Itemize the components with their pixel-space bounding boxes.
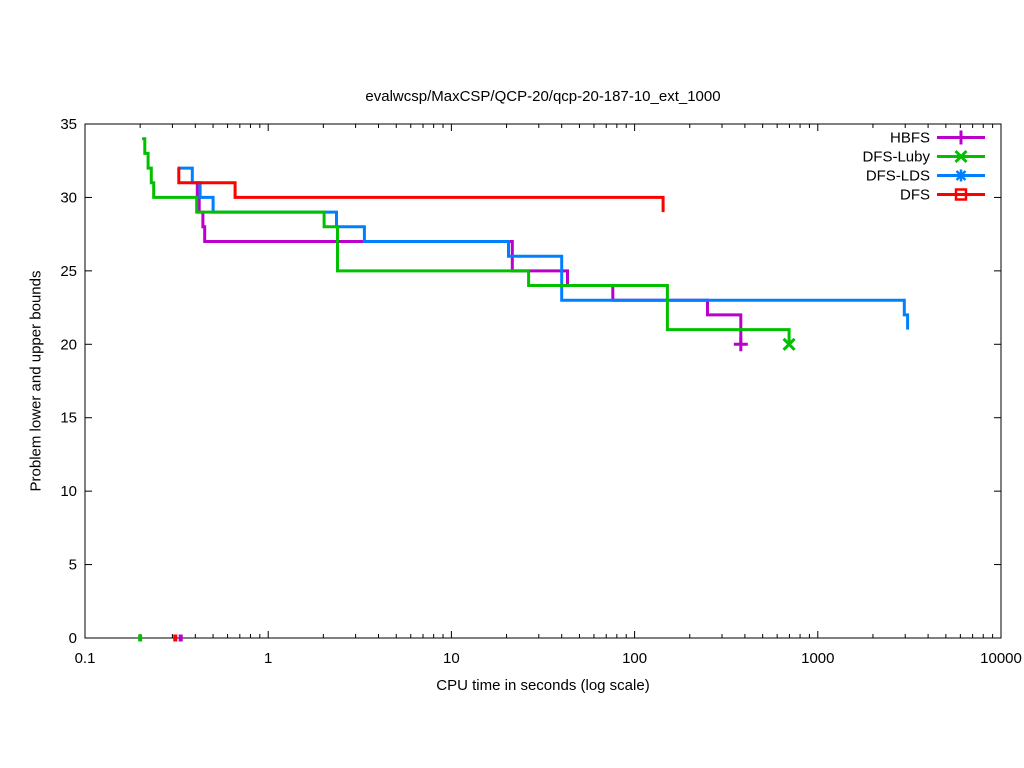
y-tick-label: 30 [60, 189, 77, 206]
series-dfs-baseline-mark [173, 634, 178, 642]
x-tick-label: 0.1 [75, 650, 96, 667]
series-dfs-line [177, 166, 665, 213]
y-axis-label: Problem lower and upper bounds [27, 270, 45, 492]
legend-label-dfs: DFS [900, 187, 930, 204]
y-tick-label: 25 [60, 263, 77, 280]
chart-title: evalwcsp/MaxCSP/QCP-20/qcp-20-187-10_ext… [365, 88, 721, 105]
x-tick-label: 100 [622, 650, 647, 667]
x-tick-label: 10000 [980, 650, 1022, 667]
series-dfs-luby-baseline-mark [138, 634, 143, 642]
legend-label-dfs-lds: DFS-LDS [866, 168, 930, 185]
plot-frame [84, 123, 1002, 639]
x-axis-label: CPU time in seconds (log scale) [436, 677, 650, 694]
series-dfs-luby-line [142, 137, 791, 345]
y-tick-label: 15 [60, 410, 77, 427]
y-tick-label: 5 [69, 557, 77, 574]
x-tick-label: 10 [443, 650, 460, 667]
series-dfs-luby-end-marker [782, 337, 796, 351]
series-dfs-lds-line [180, 166, 910, 330]
legend-label-hbfs: HBFS [890, 130, 930, 147]
legend-marker-dfs-lds [955, 169, 967, 182]
y-tick-label: 35 [60, 116, 77, 133]
y-tick-label: 20 [60, 336, 77, 353]
legend-marker-hbfs [954, 130, 968, 145]
x-tick-label: 1 [264, 650, 272, 667]
series-hbfs-baseline-mark [178, 634, 183, 642]
legend-marker-dfs [954, 188, 968, 201]
series-hbfs-line [195, 181, 743, 345]
legend-label-dfs-luby: DFS-Luby [862, 149, 930, 166]
legend-marker-dfs-luby [954, 149, 968, 164]
y-tick-label: 0 [69, 630, 77, 647]
y-tick-label: 10 [60, 483, 77, 500]
x-tick-label: 1000 [801, 650, 834, 667]
series-hbfs-end-marker [733, 337, 748, 352]
